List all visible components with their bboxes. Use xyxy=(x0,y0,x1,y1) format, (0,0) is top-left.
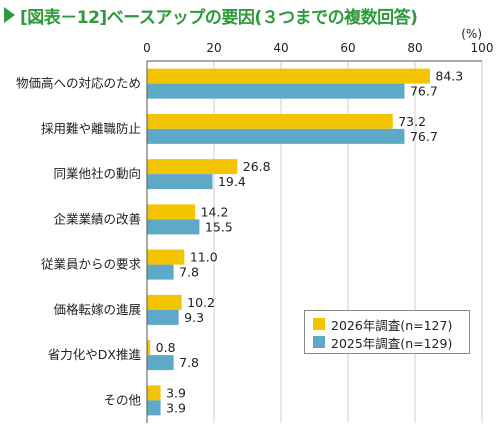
data-label: 15.5 xyxy=(205,219,233,234)
x-tick-label: 40 xyxy=(273,41,288,55)
category-label: その他 xyxy=(103,392,141,407)
bar-2026 xyxy=(147,113,393,129)
chart-title-row: [図表－12]ベースアップの要因(３つまでの複数回答) xyxy=(4,3,418,28)
category-label: 従業員からの要求 xyxy=(41,257,142,272)
bar-2026 xyxy=(147,204,196,220)
data-label: 3.9 xyxy=(166,400,186,415)
data-label: 26.8 xyxy=(243,159,271,174)
data-label: 3.9 xyxy=(166,385,186,400)
bar-2025 xyxy=(147,219,200,235)
bar-2025 xyxy=(147,83,405,99)
bar-2025 xyxy=(147,264,174,280)
x-tick-label: 80 xyxy=(407,41,422,55)
legend-item-2026: 2026年調査(n=127) xyxy=(313,315,461,333)
x-tick-label: 60 xyxy=(340,41,355,55)
x-tick-label: 100 xyxy=(471,41,494,55)
data-label: 7.8 xyxy=(179,265,199,280)
data-label: 0.8 xyxy=(156,340,176,355)
category-label: 価格転嫁の進展 xyxy=(53,302,141,317)
bar-2026 xyxy=(147,340,151,356)
category-label: 企業業績の改善 xyxy=(53,211,141,226)
data-label: 14.2 xyxy=(201,204,229,219)
bar-2026 xyxy=(147,385,161,401)
category-label: 同業他社の動向 xyxy=(53,166,141,181)
x-unit-label: (%) xyxy=(461,27,482,41)
legend-item-2025: 2025年調査(n=129) xyxy=(313,333,461,351)
data-label: 76.7 xyxy=(410,129,438,144)
legend-swatch-2025 xyxy=(313,336,325,348)
legend: 2026年調査(n=127) 2025年調査(n=129) xyxy=(304,310,470,354)
category-label: 採用難や離職防止 xyxy=(41,121,141,136)
bar-2026 xyxy=(147,249,185,265)
bar-2025 xyxy=(147,355,174,371)
legend-label-2026: 2026年調査(n=127) xyxy=(331,317,453,333)
chart-title: [図表－12]ベースアップの要因(３つまでの複数回答) xyxy=(20,7,418,28)
triangle-marker-icon xyxy=(4,7,15,23)
data-label: 84.3 xyxy=(435,69,463,84)
bar-2025 xyxy=(147,400,161,416)
bar-2025 xyxy=(147,174,213,190)
bar-2026 xyxy=(147,68,430,84)
data-label: 19.4 xyxy=(218,174,246,189)
legend-swatch-2026 xyxy=(313,318,325,330)
category-label: 物価高への対応のため xyxy=(16,76,141,91)
bar-2026 xyxy=(147,159,238,175)
data-label: 76.7 xyxy=(410,84,438,99)
x-tick-label: 0 xyxy=(143,41,151,55)
data-label: 10.2 xyxy=(187,295,215,310)
category-label: 省力化やDX推進 xyxy=(48,347,142,362)
data-label: 7.8 xyxy=(179,355,199,370)
data-label: 73.2 xyxy=(398,114,426,129)
x-tick-label: 20 xyxy=(206,41,221,55)
data-label: 9.3 xyxy=(184,310,204,325)
data-label: 11.0 xyxy=(190,250,218,265)
bar-2025 xyxy=(147,309,179,325)
bar-2026 xyxy=(147,294,182,310)
bar-2025 xyxy=(147,128,405,144)
legend-label-2025: 2025年調査(n=129) xyxy=(331,335,453,351)
